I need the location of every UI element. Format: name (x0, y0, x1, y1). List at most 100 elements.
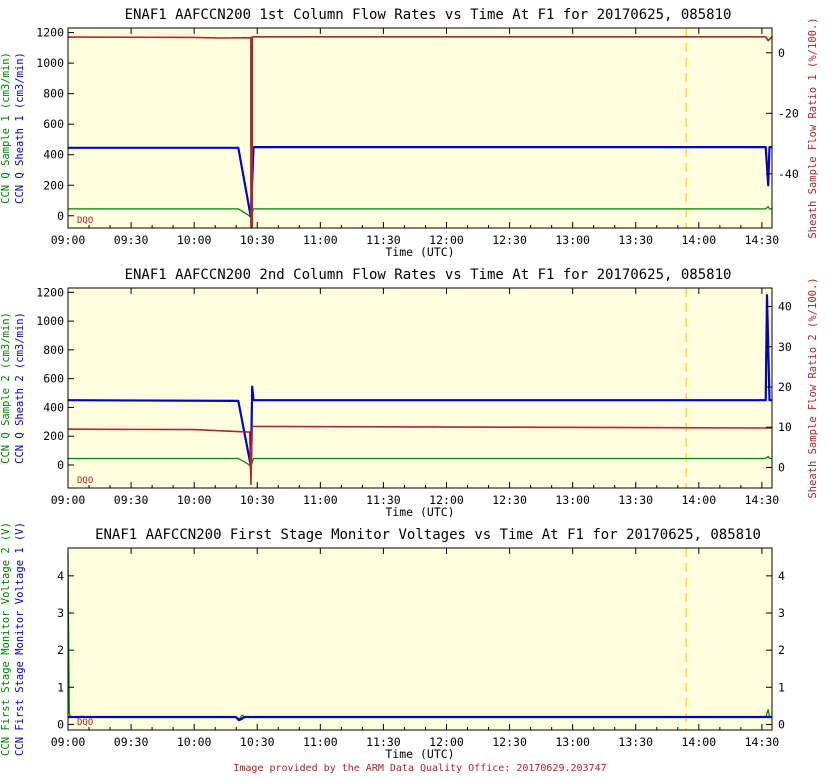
y-left-tick-label: 400 (43, 400, 64, 414)
chart-panel-1: ENAF1 AAFCCN200 1st Column Flow Rates vs… (0, 7, 819, 259)
plot-frame (67, 27, 773, 229)
y-right-tick-label: 1 (778, 680, 785, 694)
y-right-tick-label: 0 (778, 717, 785, 731)
y-right-tick-label: 4 (778, 569, 785, 583)
y-right-tick-label: 3 (778, 606, 785, 620)
x-tick-label: 12:00 (429, 735, 464, 749)
y-left-tick-label: 1200 (36, 26, 64, 40)
plot-frame (67, 547, 773, 731)
x-tick-label: 14:30 (745, 735, 780, 749)
y-left-tick-label: 200 (43, 178, 64, 192)
x-tick-label: 13:30 (618, 493, 653, 507)
x-tick-label: 10:30 (240, 735, 275, 749)
y-left-tick-label: 600 (43, 372, 64, 386)
footer-credit: Image provided by the ARM Data Quality O… (233, 763, 607, 774)
dqo-flag: DQO (77, 718, 93, 728)
x-tick-label: 12:30 (492, 233, 527, 247)
y-right-tick-label: 30 (778, 340, 792, 354)
chart-panel-2: ENAF1 AAFCCN200 2nd Column Flow Rates vs… (0, 267, 819, 519)
series-line-1 (67, 553, 772, 722)
x-tick-label: 12:30 (492, 493, 527, 507)
x-tick-label: 11:30 (366, 233, 401, 247)
x-tick-label: 11:00 (303, 493, 338, 507)
x-tick-label: 09:30 (114, 735, 149, 749)
y-left-tick-label: 200 (43, 429, 64, 443)
x-tick-label: 14:00 (682, 493, 717, 507)
x-tick-label: 14:30 (745, 233, 780, 247)
figure: ENAF1 AAFCCN200 1st Column Flow Rates vs… (0, 7, 819, 760)
x-tick-label: 11:00 (303, 233, 338, 247)
y-left-tick-label: 0 (57, 209, 64, 223)
x-tick-label: 13:30 (618, 233, 653, 247)
series-line-2 (68, 146, 772, 219)
chart-panel-3: ENAF1 AAFCCN200 First Stage Monitor Volt… (0, 522, 785, 760)
y-left-label-2: CCN First Stage Monitor Voltage 1 (V) (14, 522, 26, 756)
y-right-tick-label: 40 (778, 300, 792, 314)
x-axis-label: Time (UTC) (385, 505, 454, 519)
y-right-tick-label: -20 (778, 106, 799, 120)
y-right-label: Sheath Sample Flow Ratio 1 (%/100.) (807, 17, 819, 238)
plot-frame (67, 287, 773, 489)
x-tick-label: 09:00 (51, 493, 86, 507)
series-line-1 (68, 206, 772, 218)
y-left-tick-label: 1000 (36, 314, 64, 328)
x-tick-label: 10:30 (240, 493, 275, 507)
x-tick-label: 14:00 (682, 735, 717, 749)
y-left-tick-label: 4 (57, 569, 64, 583)
y-left-tick-label: 0 (57, 717, 64, 731)
plot-area (68, 28, 772, 228)
series-line-3 (67, 425, 772, 486)
y-right-tick-label: 10 (778, 420, 792, 434)
series-line-1 (68, 455, 772, 467)
x-tick-label: 12:30 (492, 735, 527, 749)
dqo-flag: DQO (77, 476, 93, 486)
y-left-tick-label: 1 (57, 680, 64, 694)
chart-title: ENAF1 AAFCCN200 First Stage Monitor Volt… (95, 527, 761, 543)
y-left-tick-label: 1000 (36, 56, 64, 70)
y-left-tick-label: 800 (43, 343, 64, 357)
x-tick-label: 13:00 (555, 233, 590, 247)
y-right-tick-label: 0 (778, 46, 785, 60)
plot-area (68, 288, 772, 488)
x-tick-label: 12:00 (429, 233, 464, 247)
y-left-label-1: CCN Q Sample 1 (cm3/min) (0, 52, 12, 204)
series-line-2 (67, 294, 772, 468)
series-line-3 (67, 35, 773, 228)
x-tick-label: 09:30 (114, 493, 149, 507)
x-axis-label: Time (UTC) (385, 747, 454, 760)
y-left-label-2: CCN Q Sheath 1 (cm3/min) (14, 52, 26, 204)
y-left-label-2: CCN Q Sheath 2 (cm3/min) (14, 312, 26, 464)
y-left-label-1: CCN Q Sample 2 (cm3/min) (0, 312, 12, 464)
chart-title: ENAF1 AAFCCN200 1st Column Flow Rates vs… (125, 7, 732, 23)
y-left-label-1: CCN First Stage Monitor Voltage 2 (V) (0, 522, 12, 756)
plot-area (68, 548, 772, 730)
x-tick-label: 13:00 (555, 735, 590, 749)
x-tick-label: 11:30 (366, 735, 401, 749)
x-tick-label: 14:00 (682, 233, 717, 247)
y-left-tick-label: 400 (43, 148, 64, 162)
x-tick-label: 14:30 (745, 493, 780, 507)
chart-title: ENAF1 AAFCCN200 2nd Column Flow Rates vs… (125, 267, 732, 283)
dqo-flag: DQO (77, 216, 93, 226)
x-tick-label: 10:00 (177, 493, 212, 507)
series-line-2 (68, 715, 772, 722)
x-tick-label: 13:00 (555, 493, 590, 507)
x-axis-label: Time (UTC) (385, 245, 454, 259)
x-tick-label: 11:00 (303, 735, 338, 749)
y-left-tick-label: 3 (57, 606, 64, 620)
y-right-tick-label: 20 (778, 380, 792, 394)
y-left-tick-label: 800 (43, 87, 64, 101)
y-left-tick-label: 1200 (36, 285, 64, 299)
x-tick-label: 09:00 (51, 735, 86, 749)
x-tick-label: 10:00 (177, 233, 212, 247)
y-right-tick-label: 0 (778, 460, 785, 474)
x-tick-label: 12:00 (429, 493, 464, 507)
y-left-tick-label: 600 (43, 117, 64, 131)
x-tick-label: 13:30 (618, 735, 653, 749)
x-tick-label: 11:30 (366, 493, 401, 507)
y-right-tick-label: 2 (778, 643, 785, 657)
y-right-tick-label: -40 (778, 167, 799, 181)
x-tick-label: 10:00 (177, 735, 212, 749)
y-left-tick-label: 2 (57, 643, 64, 657)
x-tick-label: 09:30 (114, 233, 149, 247)
